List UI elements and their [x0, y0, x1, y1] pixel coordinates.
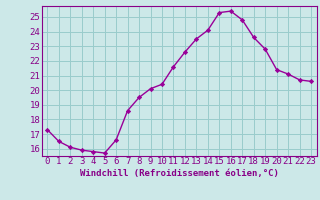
X-axis label: Windchill (Refroidissement éolien,°C): Windchill (Refroidissement éolien,°C) [80, 169, 279, 178]
